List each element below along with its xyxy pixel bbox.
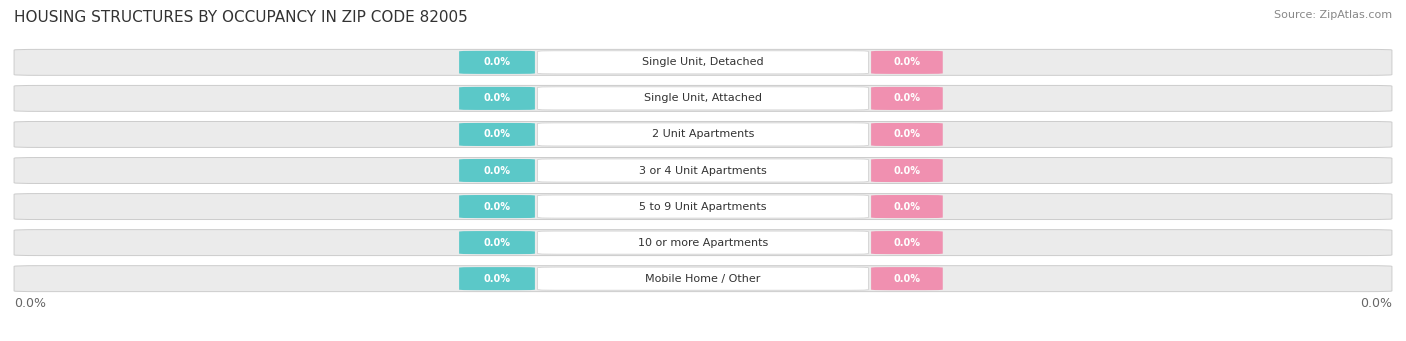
FancyBboxPatch shape <box>872 159 943 182</box>
FancyBboxPatch shape <box>14 121 1392 147</box>
FancyBboxPatch shape <box>460 231 534 254</box>
Text: 5 to 9 Unit Apartments: 5 to 9 Unit Apartments <box>640 202 766 211</box>
Text: 0.0%: 0.0% <box>484 57 510 68</box>
Text: Single Unit, Attached: Single Unit, Attached <box>644 93 762 103</box>
FancyBboxPatch shape <box>872 123 943 146</box>
FancyBboxPatch shape <box>872 51 943 74</box>
Text: Source: ZipAtlas.com: Source: ZipAtlas.com <box>1274 10 1392 20</box>
Text: 0.0%: 0.0% <box>893 273 921 284</box>
FancyBboxPatch shape <box>14 158 1392 183</box>
Text: 0.0%: 0.0% <box>893 238 921 248</box>
Text: 0.0%: 0.0% <box>893 93 921 103</box>
Text: 3 or 4 Unit Apartments: 3 or 4 Unit Apartments <box>640 165 766 176</box>
Text: 0.0%: 0.0% <box>484 130 510 139</box>
FancyBboxPatch shape <box>460 87 534 110</box>
FancyBboxPatch shape <box>537 231 869 254</box>
FancyBboxPatch shape <box>14 266 1392 292</box>
FancyBboxPatch shape <box>14 194 1392 220</box>
FancyBboxPatch shape <box>872 87 943 110</box>
Text: 0.0%: 0.0% <box>893 202 921 211</box>
Text: 0.0%: 0.0% <box>484 238 510 248</box>
Text: Mobile Home / Other: Mobile Home / Other <box>645 273 761 284</box>
Text: 0.0%: 0.0% <box>484 202 510 211</box>
FancyBboxPatch shape <box>537 159 869 182</box>
FancyBboxPatch shape <box>14 86 1392 112</box>
FancyBboxPatch shape <box>460 267 534 290</box>
FancyBboxPatch shape <box>537 195 869 218</box>
Text: 0.0%: 0.0% <box>893 57 921 68</box>
Text: 0.0%: 0.0% <box>1360 297 1392 310</box>
FancyBboxPatch shape <box>537 51 869 74</box>
FancyBboxPatch shape <box>14 229 1392 255</box>
Text: 10 or more Apartments: 10 or more Apartments <box>638 238 768 248</box>
FancyBboxPatch shape <box>14 49 1392 75</box>
Text: 0.0%: 0.0% <box>893 165 921 176</box>
FancyBboxPatch shape <box>460 51 534 74</box>
Text: HOUSING STRUCTURES BY OCCUPANCY IN ZIP CODE 82005: HOUSING STRUCTURES BY OCCUPANCY IN ZIP C… <box>14 10 468 25</box>
Text: 0.0%: 0.0% <box>484 93 510 103</box>
FancyBboxPatch shape <box>537 267 869 290</box>
FancyBboxPatch shape <box>537 87 869 110</box>
FancyBboxPatch shape <box>460 195 534 218</box>
Text: Single Unit, Detached: Single Unit, Detached <box>643 57 763 68</box>
FancyBboxPatch shape <box>872 195 943 218</box>
FancyBboxPatch shape <box>872 231 943 254</box>
Text: 0.0%: 0.0% <box>893 130 921 139</box>
FancyBboxPatch shape <box>537 123 869 146</box>
FancyBboxPatch shape <box>872 267 943 290</box>
Text: 0.0%: 0.0% <box>484 273 510 284</box>
FancyBboxPatch shape <box>460 123 534 146</box>
FancyBboxPatch shape <box>460 159 534 182</box>
Text: 2 Unit Apartments: 2 Unit Apartments <box>652 130 754 139</box>
Text: 0.0%: 0.0% <box>14 297 46 310</box>
Text: 0.0%: 0.0% <box>484 165 510 176</box>
